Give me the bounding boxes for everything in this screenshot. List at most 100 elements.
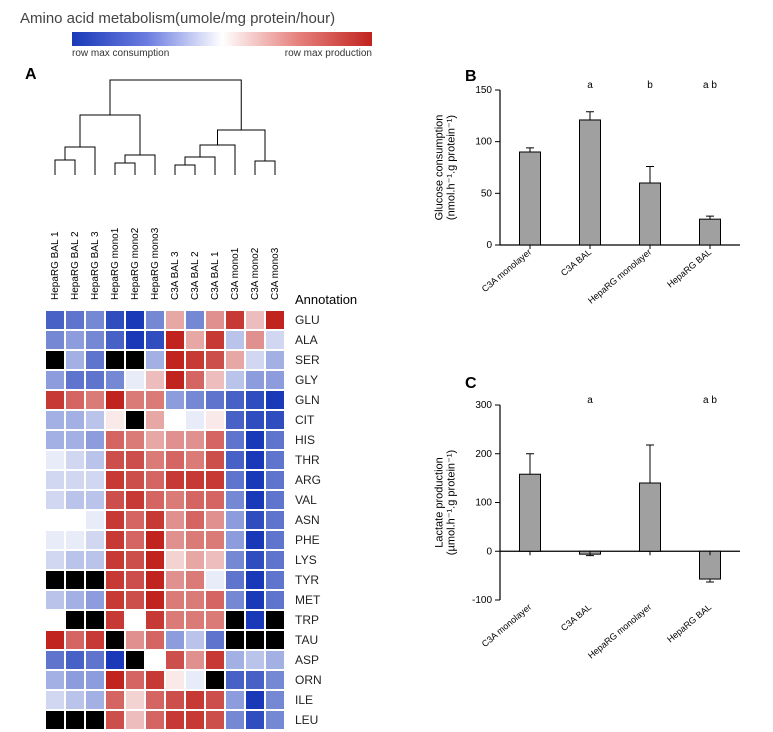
col-label: HepaRG mono2 (130, 228, 141, 300)
heatmap-cell (105, 710, 125, 730)
svg-text:Lactate production(µmol.h⁻¹.g: Lactate production(µmol.h⁻¹.g protein⁻¹) (434, 450, 458, 555)
heatmap-cell (245, 630, 265, 650)
heatmap-cell (105, 450, 125, 470)
heatmap-cell (85, 410, 105, 430)
heatmap-cell (185, 610, 205, 630)
heatmap-cell (45, 670, 65, 690)
heatmap-cell (245, 490, 265, 510)
heatmap-cell (265, 550, 285, 570)
heatmap-cell (205, 570, 225, 590)
svg-text:HepaRG BAL: HepaRG BAL (665, 247, 713, 290)
heatmap-cell (165, 330, 185, 350)
panel-c-chart: -1000100200300C3A monolayeraC3A BALHepaR… (430, 385, 750, 685)
heatmap-cell (265, 510, 285, 530)
heatmap-cell (65, 610, 85, 630)
heatmap-cell (245, 470, 265, 490)
heatmap-cell (225, 670, 245, 690)
heatmap-cell (65, 670, 85, 690)
heatmap-cell (105, 430, 125, 450)
heatmap-cell (45, 590, 65, 610)
heatmap-cell (145, 410, 165, 430)
heatmap-cell (185, 690, 205, 710)
heatmap-cell (125, 630, 145, 650)
heatmap-cell (85, 610, 105, 630)
heatmap-cell (145, 690, 165, 710)
heatmap-cell (125, 430, 145, 450)
heatmap-cell (105, 690, 125, 710)
heatmap-cell (225, 310, 245, 330)
heatmap-cell (85, 450, 105, 470)
heatmap-cell (65, 350, 85, 370)
bar (640, 483, 661, 551)
heatmap-cell (125, 310, 145, 330)
col-label: C3A mono2 (250, 248, 261, 300)
heatmap-cell (205, 630, 225, 650)
heatmap-cell (185, 470, 205, 490)
heatmap-cell (185, 710, 205, 730)
heatmap-cell (65, 710, 85, 730)
svg-text:50: 50 (481, 188, 493, 199)
heatmap-cell (185, 410, 205, 430)
heatmap-cell (205, 670, 225, 690)
heatmap-cell (105, 370, 125, 390)
heatmap-cell (65, 470, 85, 490)
heatmap-cell (165, 450, 185, 470)
col-label: C3A mono1 (230, 248, 241, 300)
gradient-label-right: row max production (285, 48, 372, 59)
svg-text:C3A monolayer: C3A monolayer (480, 247, 534, 294)
heatmap-cell (165, 310, 185, 330)
svg-text:C3A BAL: C3A BAL (559, 247, 593, 278)
heatmap-cell (225, 690, 245, 710)
heatmap-cell (145, 470, 165, 490)
bar (640, 183, 661, 245)
heatmap-cell (125, 410, 145, 430)
gradient-legend: row max consumption row max production (72, 32, 372, 59)
svg-text:-100: -100 (472, 595, 492, 606)
heatmap-cell (65, 430, 85, 450)
col-label: C3A BAL 2 (190, 251, 201, 300)
heatmap-cell (205, 690, 225, 710)
heatmap-cell (125, 350, 145, 370)
row-label: ALA (295, 330, 322, 350)
svg-text:Glucose consumption(nmol.h⁻¹.g: Glucose consumption(nmol.h⁻¹.g protein⁻¹… (434, 115, 458, 221)
heatmap-cell (165, 490, 185, 510)
row-label: ASN (295, 510, 322, 530)
heatmap-cell (225, 630, 245, 650)
heatmap-cell (185, 670, 205, 690)
heatmap-cell (225, 530, 245, 550)
heatmap-cell (245, 710, 265, 730)
row-label: LEU (295, 710, 322, 730)
heatmap-cell (165, 570, 185, 590)
heatmap-cell (145, 550, 165, 570)
heatmap-cell (265, 310, 285, 330)
heatmap-cell (45, 530, 65, 550)
heatmap-cell (225, 390, 245, 410)
heatmap-cell (245, 670, 265, 690)
gradient-labels: row max consumption row max production (72, 48, 372, 59)
row-label: TRP (295, 610, 322, 630)
heatmap-cell (45, 410, 65, 430)
heatmap-cell (165, 630, 185, 650)
svg-text:a: a (587, 395, 593, 406)
heatmap-cell (145, 530, 165, 550)
heatmap-cell (105, 470, 125, 490)
heatmap-cell (65, 530, 85, 550)
heatmap-cell (125, 710, 145, 730)
heatmap-cell (125, 390, 145, 410)
heatmap-cell (245, 450, 265, 470)
heatmap-cell (65, 570, 85, 590)
bar (520, 152, 541, 245)
heatmap-cell (185, 310, 205, 330)
heatmap-cell (225, 470, 245, 490)
heatmap-cell (85, 510, 105, 530)
heatmap-cell (205, 510, 225, 530)
heatmap-cell (245, 330, 265, 350)
heatmap-cell (185, 430, 205, 450)
heatmap-cell (105, 650, 125, 670)
heatmap-cell (85, 390, 105, 410)
heatmap-cell (265, 570, 285, 590)
heatmap-cell (125, 530, 145, 550)
heatmap-cell (45, 430, 65, 450)
heatmap-cell (65, 590, 85, 610)
heatmap-cell (145, 390, 165, 410)
